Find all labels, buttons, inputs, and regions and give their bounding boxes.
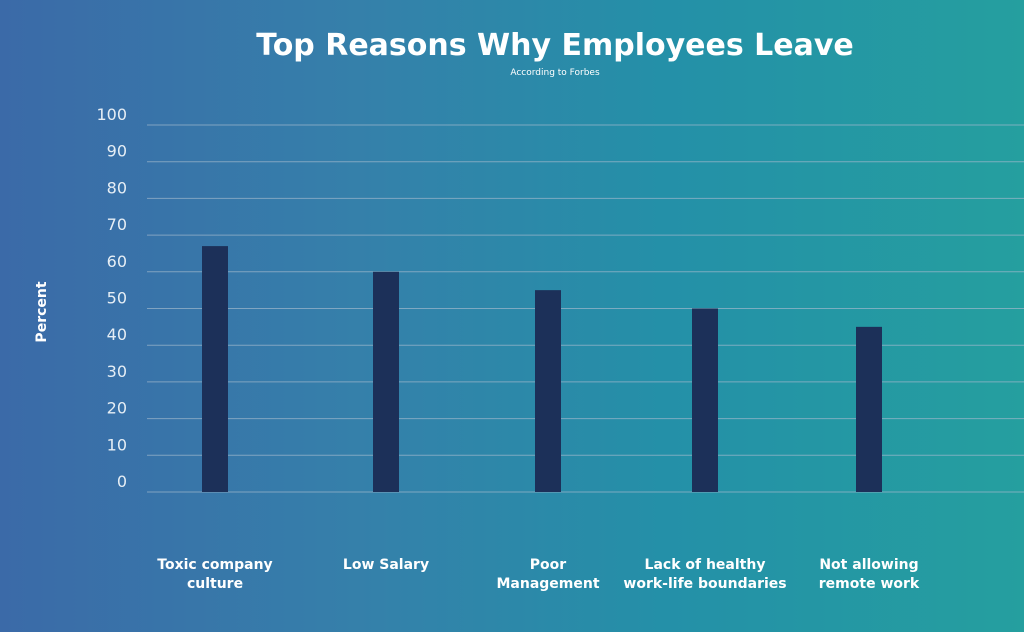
y-tick-label: 0	[117, 472, 127, 491]
x-category-label: culture	[187, 576, 243, 592]
bar	[373, 271, 399, 492]
bar	[856, 326, 882, 492]
bar	[202, 246, 228, 492]
y-tick-label: 80	[107, 178, 127, 197]
y-tick-label: 20	[107, 399, 127, 418]
x-category-label: Management	[496, 576, 599, 592]
x-category-label: Lack of healthy	[645, 557, 766, 573]
y-tick-label: 70	[107, 215, 127, 234]
x-category-label: Not allowing	[819, 557, 918, 573]
bar	[535, 290, 561, 492]
y-tick-label: 50	[107, 289, 127, 308]
x-category-label: Poor	[530, 557, 566, 573]
y-tick-label: 100	[96, 105, 127, 124]
x-category-label: work-life boundaries	[623, 576, 786, 592]
y-tick-label: 60	[107, 252, 127, 271]
x-category-label: remote work	[819, 576, 920, 592]
chart-subtitle: According to Forbes	[510, 68, 600, 78]
chart-title: Top Reasons Why Employees Leave	[256, 28, 854, 63]
y-tick-label: 10	[107, 435, 127, 454]
x-category-label: Toxic company	[157, 557, 272, 573]
y-tick-label: 40	[107, 325, 127, 344]
bar	[692, 308, 718, 492]
x-category-label: Low Salary	[343, 557, 429, 573]
y-tick-label: 90	[107, 142, 127, 161]
y-tick-label: 30	[107, 362, 127, 381]
